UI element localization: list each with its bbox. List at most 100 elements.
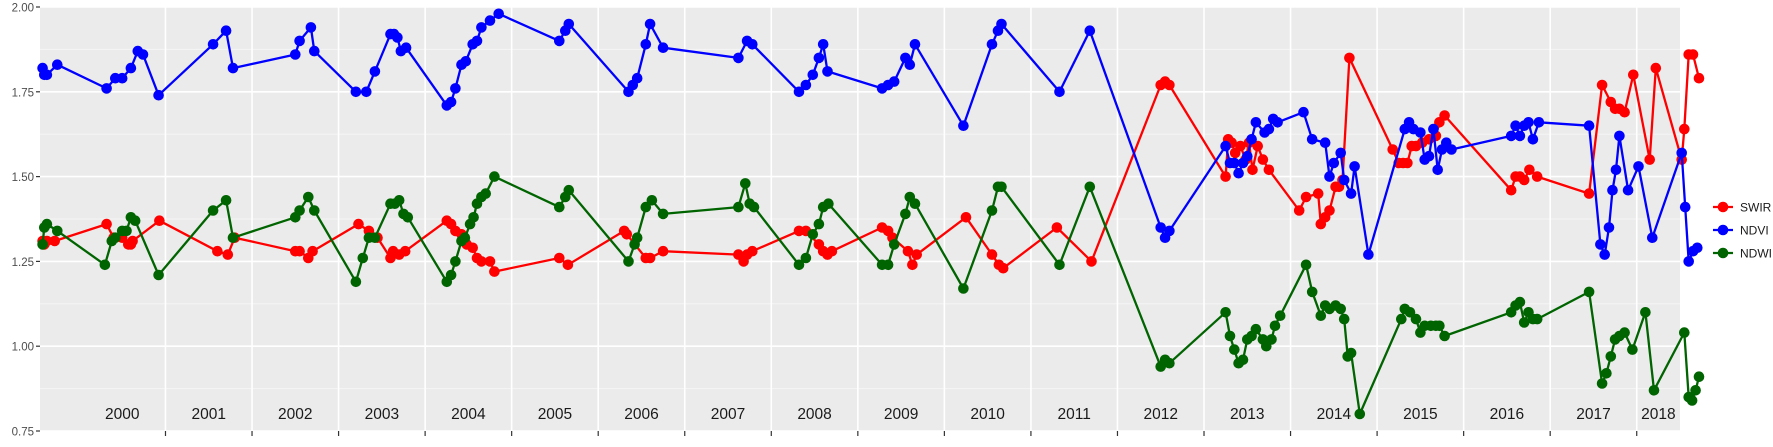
- data-point: [52, 225, 63, 237]
- data-point: [1354, 408, 1366, 420]
- data-point: [904, 59, 916, 70]
- data-point: [748, 201, 760, 213]
- year-label: 2002: [278, 406, 312, 423]
- data-point: [1324, 171, 1335, 182]
- data-point: [1599, 249, 1610, 260]
- data-point: [484, 15, 496, 26]
- data-point: [476, 22, 487, 33]
- data-point: [1300, 191, 1312, 203]
- year-label: 2010: [970, 406, 1005, 423]
- data-point: [907, 259, 918, 271]
- data-point: [350, 86, 362, 98]
- data-point: [646, 195, 658, 206]
- data-point: [1328, 157, 1340, 169]
- data-point: [1252, 140, 1263, 152]
- legend-item-ndvi: NDVI: [1713, 224, 1769, 238]
- data-point: [154, 215, 165, 226]
- data-point: [800, 252, 812, 264]
- data-point: [1622, 184, 1634, 196]
- data-point: [1690, 385, 1701, 396]
- data-point: [116, 72, 128, 84]
- data-point: [1679, 123, 1690, 135]
- data-point: [563, 18, 575, 30]
- year-label: 2012: [1143, 406, 1177, 423]
- data-point: [1349, 161, 1360, 172]
- data-point: [1693, 72, 1705, 84]
- data-point: [793, 259, 805, 271]
- year-label: 2016: [1490, 406, 1524, 423]
- data-point: [986, 205, 998, 216]
- data-point: [562, 259, 574, 271]
- year-label: 2011: [1058, 406, 1091, 423]
- data-point: [909, 198, 921, 209]
- data-point: [1432, 164, 1443, 176]
- data-point: [807, 69, 819, 81]
- data-point: [1237, 354, 1249, 366]
- data-point: [227, 232, 239, 243]
- data-point: [1648, 385, 1660, 396]
- data-point: [294, 35, 305, 47]
- data-point: [1527, 134, 1539, 145]
- data-point: [1250, 117, 1262, 128]
- data-point: [353, 218, 364, 230]
- data-point: [1229, 157, 1240, 169]
- data-point: [1324, 205, 1335, 216]
- data-point: [657, 245, 669, 257]
- data-point: [357, 252, 369, 264]
- data-point: [657, 42, 669, 53]
- data-point: [392, 32, 403, 43]
- data-point: [1583, 120, 1595, 131]
- year-label: 2009: [884, 406, 918, 423]
- data-point: [1402, 157, 1413, 169]
- data-point: [793, 86, 805, 98]
- data-point: [369, 66, 381, 77]
- data-point: [1439, 110, 1450, 121]
- data-point: [37, 239, 48, 250]
- data-point: [1220, 171, 1231, 182]
- data-point: [563, 184, 575, 196]
- year-label: 2001: [192, 406, 226, 423]
- data-point: [1514, 130, 1526, 142]
- data-point: [137, 49, 149, 60]
- data-point: [445, 96, 457, 108]
- data-point: [121, 225, 132, 237]
- data-point: [640, 201, 652, 213]
- year-label: 2006: [624, 406, 658, 423]
- data-point: [52, 59, 63, 70]
- data-point: [1640, 307, 1651, 318]
- data-point: [1505, 184, 1517, 196]
- data-point: [1312, 188, 1324, 199]
- data-point: [459, 232, 471, 243]
- data-point: [220, 25, 232, 36]
- data-point: [733, 52, 744, 64]
- data-point: [1164, 225, 1175, 237]
- data-point: [153, 269, 164, 281]
- data-point: [1650, 62, 1662, 74]
- data-point: [657, 208, 669, 220]
- data-point: [1514, 296, 1526, 308]
- year-label: 2000: [105, 406, 140, 423]
- data-point: [1335, 303, 1346, 315]
- data-point: [1603, 222, 1615, 233]
- data-point: [800, 79, 812, 91]
- data-point: [1610, 164, 1622, 176]
- data-point: [554, 35, 565, 47]
- data-point: [1518, 174, 1530, 186]
- data-point: [882, 259, 894, 271]
- data-point: [986, 39, 998, 50]
- data-point: [888, 239, 900, 250]
- year-label: 2017: [1576, 406, 1610, 423]
- data-point: [909, 39, 921, 50]
- data-point: [125, 62, 137, 74]
- data-point: [101, 218, 112, 230]
- data-point: [1523, 117, 1534, 128]
- data-point: [127, 235, 138, 247]
- year-label: 2004: [451, 406, 486, 423]
- data-point: [1605, 351, 1617, 362]
- data-point: [826, 245, 838, 257]
- data-point: [307, 245, 318, 257]
- data-point: [484, 256, 496, 267]
- data-point: [733, 201, 744, 213]
- data-point: [621, 229, 633, 240]
